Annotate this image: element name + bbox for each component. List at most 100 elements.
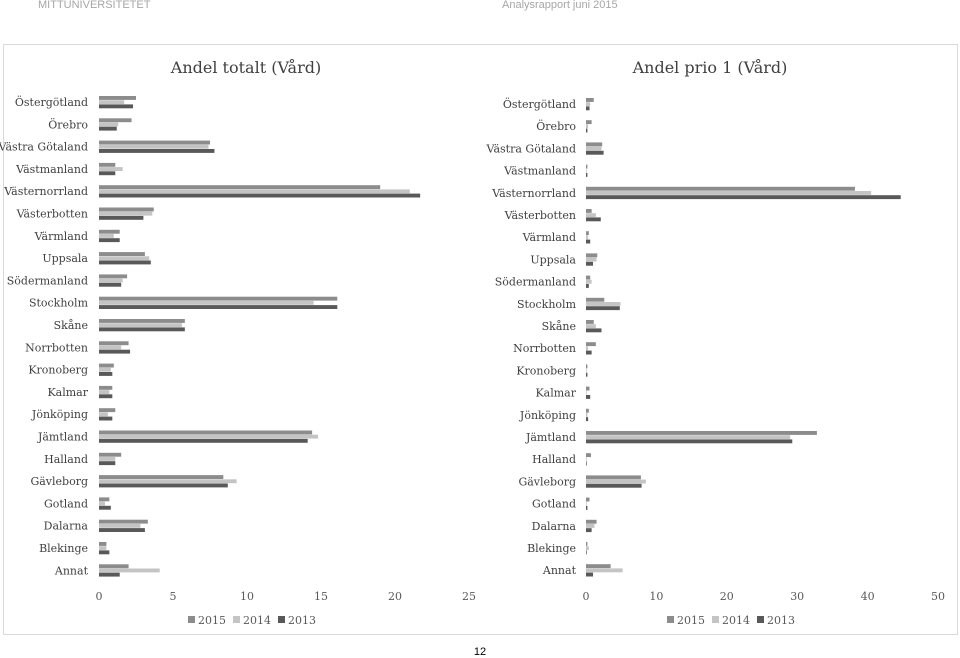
left-category-label: Stockholm [29, 297, 89, 310]
left-bar-2014 [99, 345, 122, 350]
right-legend-label: 2013 [767, 614, 795, 627]
left-bar-2014 [99, 501, 105, 506]
right-bar-2014 [586, 390, 587, 395]
left-bar-2014 [99, 256, 150, 261]
left-bar-2013 [99, 260, 151, 265]
right-x-tick-label: 20 [720, 590, 734, 603]
left-bar-2013 [99, 550, 110, 555]
left-category-label: Blekinge [39, 542, 88, 555]
left-bar-2015 [99, 363, 114, 368]
right-bar-2014 [586, 568, 623, 573]
right-bar-2013 [586, 417, 589, 422]
right-bar-2015 [586, 453, 591, 458]
right-bar-2013 [586, 306, 620, 311]
left-bar-2014 [99, 412, 108, 417]
right-bar-2014 [586, 413, 588, 417]
left-bar-2013 [99, 372, 113, 376]
right-category-label: Blekinge [527, 542, 576, 555]
right-bar-2014 [586, 524, 595, 528]
right-legend-label: 2014 [722, 614, 750, 627]
left-legend-swatch-2015 [188, 616, 195, 623]
right-bar-2013 [586, 217, 601, 222]
right-bar-2014 [586, 368, 587, 373]
left-bar-2013 [99, 483, 228, 488]
right-bar-2013 [586, 284, 589, 288]
right-category-label: Skåne [542, 320, 576, 333]
left-bar-2013 [99, 528, 145, 532]
left-bar-2013 [99, 238, 120, 243]
right-bar-2014 [586, 102, 591, 107]
left-legend-label: 2015 [198, 614, 226, 627]
right-category-label: Västerbotten [504, 209, 576, 222]
chart-right: Andel prio 1 (Vård) Östergötland Örebro Väs… [486, 58, 945, 627]
left-category-label: Västernorrland [3, 185, 88, 198]
left-bar-2013 [99, 327, 185, 332]
right-x-tick-label: 40 [861, 590, 875, 603]
right-bar-2014 [586, 302, 621, 306]
left-category-label: Dalarna [44, 520, 89, 533]
left-bar-2014 [99, 479, 237, 484]
right-bar-2013 [586, 195, 901, 200]
right-category-label: Östergötland [503, 97, 576, 111]
left-bar-2014 [99, 367, 111, 372]
left-category-label: Gävleborg [30, 475, 88, 488]
right-bar-2014 [586, 213, 596, 218]
right-legend-label: 2015 [677, 614, 705, 627]
right-bar-2015 [586, 231, 589, 236]
left-bar-2015 [99, 274, 128, 279]
left-chart-title: Andel totalt (Vård) [170, 58, 321, 77]
left-bar-2014 [99, 546, 107, 551]
left-bar-2015 [99, 140, 210, 145]
left-bar-2015 [99, 96, 136, 100]
right-category-label: Västernorrland [491, 187, 576, 200]
right-bar-2013 [586, 506, 588, 510]
right-bar-2014 [586, 279, 592, 284]
left-bar-2013 [99, 394, 113, 399]
chart-left: Andel totalt (Vård) Östergötland Örebro Väs… [0, 58, 476, 627]
header-right: Analysrapport juni 2015 [502, 0, 618, 11]
left-bar-2013 [99, 104, 134, 109]
right-bar-2013 [586, 173, 588, 177]
left-bar-2013 [99, 438, 308, 443]
right-bar-2014 [586, 324, 596, 329]
right-x-tick-label: 0 [583, 590, 590, 603]
left-bar-2013 [99, 126, 117, 131]
right-category-label: Västra Götaland [486, 142, 576, 155]
left-category-label: Västra Götaland [0, 141, 88, 154]
right-bar-2015 [586, 98, 594, 102]
right-bar-2014 [586, 501, 587, 506]
right-bar-2015 [586, 186, 855, 191]
right-bar-2014 [586, 546, 589, 551]
left-category-label: Kronoberg [28, 364, 88, 377]
left-x-tick-label: 5 [170, 590, 177, 603]
header-left: MITTUNIVERSITETET [38, 0, 151, 11]
right-bar-2015 [586, 142, 603, 147]
right-category-label: Jämtland [525, 431, 576, 444]
left-bar-2014 [99, 278, 123, 283]
left-category-label: Skåne [54, 319, 88, 332]
left-bar-2015 [99, 118, 132, 123]
left-bar-2013 [99, 572, 120, 577]
left-bar-2015 [99, 475, 224, 479]
right-category-label: Uppsala [530, 253, 576, 266]
right-category-label: Södermanland [495, 276, 576, 289]
left-x-tick-label: 25 [462, 590, 476, 603]
left-bar-2014 [99, 189, 410, 194]
left-bar-2015 [99, 452, 122, 457]
right-bar-2015 [586, 475, 641, 480]
page-header: MITTUNIVERSITETET Analysrapport juni 201… [0, 0, 960, 14]
left-x-tick-label: 20 [388, 590, 402, 603]
right-category-label: Värmland [522, 231, 576, 244]
right-bar-2014 [586, 191, 872, 195]
left-category-label: Gotland [44, 497, 88, 510]
right-bar-2015 [586, 564, 611, 569]
left-bar-2014 [99, 568, 160, 573]
right-category-label: Halland [532, 453, 576, 466]
right-chart-title: Andel prio 1 (Vård) [632, 58, 788, 77]
right-bar-2015 [586, 253, 598, 258]
left-bar-2015 [99, 408, 116, 413]
left-bar-2013 [99, 461, 116, 466]
right-bar-2013 [586, 350, 592, 355]
right-category-label: Örebro [536, 119, 576, 133]
